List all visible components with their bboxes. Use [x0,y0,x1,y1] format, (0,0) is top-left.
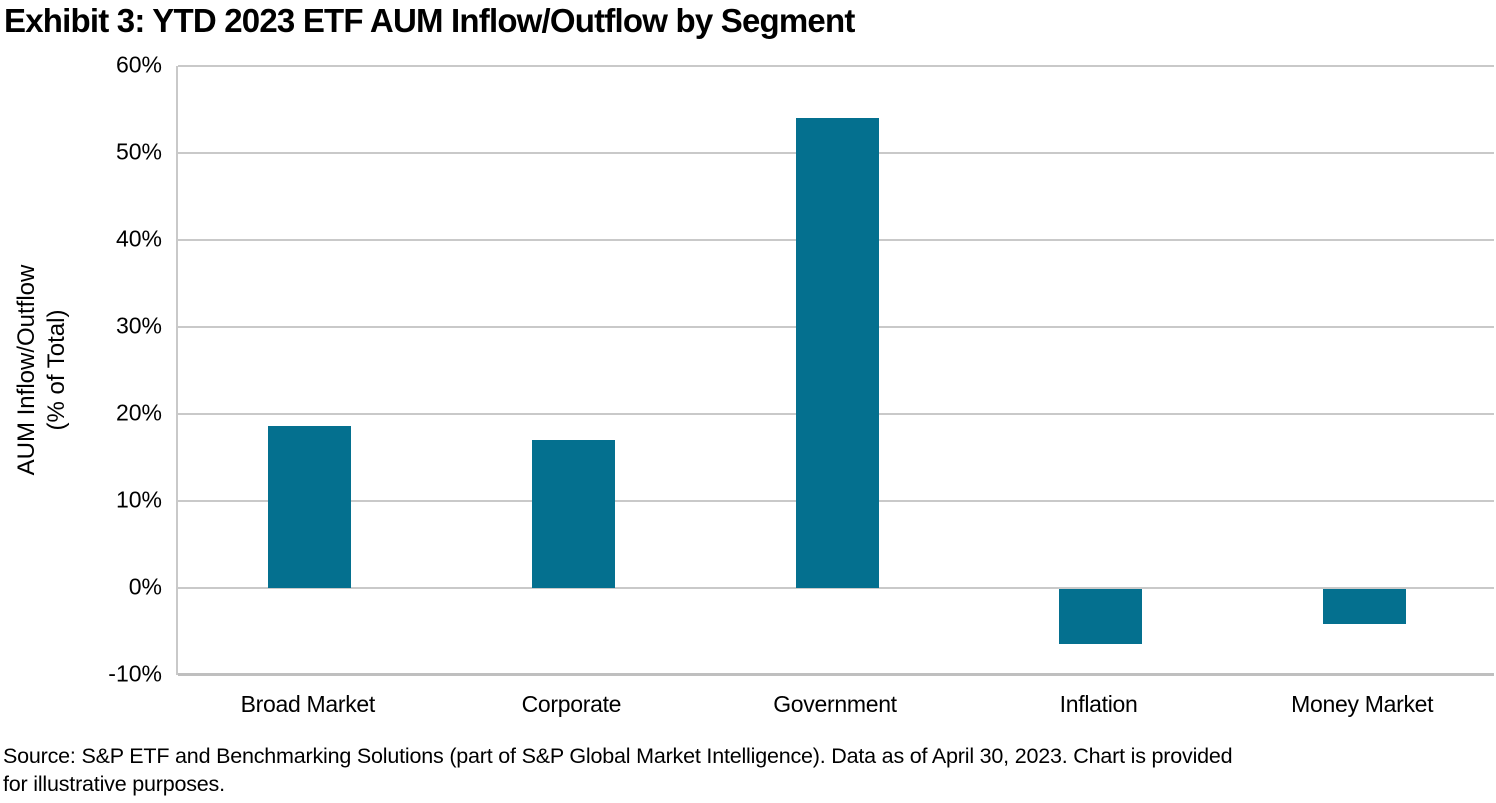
x-category-label-money-market: Money Market [1291,691,1434,717]
plot-area [176,65,1494,676]
chart-title: Exhibit 3: YTD 2023 ETF AUM Inflow/Outfl… [4,2,855,39]
y-tick-label-10: 10% [115,486,162,513]
gridline-60 [178,65,1494,67]
gridline-0 [178,587,1494,589]
source-note-line1: Source: S&P ETF and Benchmarking Solutio… [3,744,1233,768]
y-tick-label-20: 20% [115,399,162,426]
y-tick-label-60: 60% [115,51,162,78]
bar-corporate [531,440,615,588]
x-category-label-inflation: Inflation [1059,691,1138,717]
y-axis-title-line2: (% of Total) [43,309,70,431]
bar-government [795,118,879,588]
x-category-label-government: Government [773,691,897,717]
x-category-label-broad-market: Broad Market [240,691,376,717]
bar-inflation [1059,589,1143,644]
gridline--10 [178,673,1494,676]
y-tick-label-30: 30% [115,312,162,339]
y-tick-label-0: 0% [128,573,162,600]
x-category-label-corporate: Corporate [521,691,622,717]
bar-broad-market [268,426,352,588]
y-tick-label-40: 40% [115,225,162,252]
source-note-line2: for illustrative purposes. [3,772,225,796]
source-note: Source: S&P ETF and Benchmarking Solutio… [3,742,1495,798]
y-tick-label-50: 50% [115,138,162,165]
y-axis-title-line1: AUM Inflow/Outflow [13,264,40,476]
bar-money-market [1322,589,1406,624]
y-tick-label--10: -10% [108,660,162,687]
